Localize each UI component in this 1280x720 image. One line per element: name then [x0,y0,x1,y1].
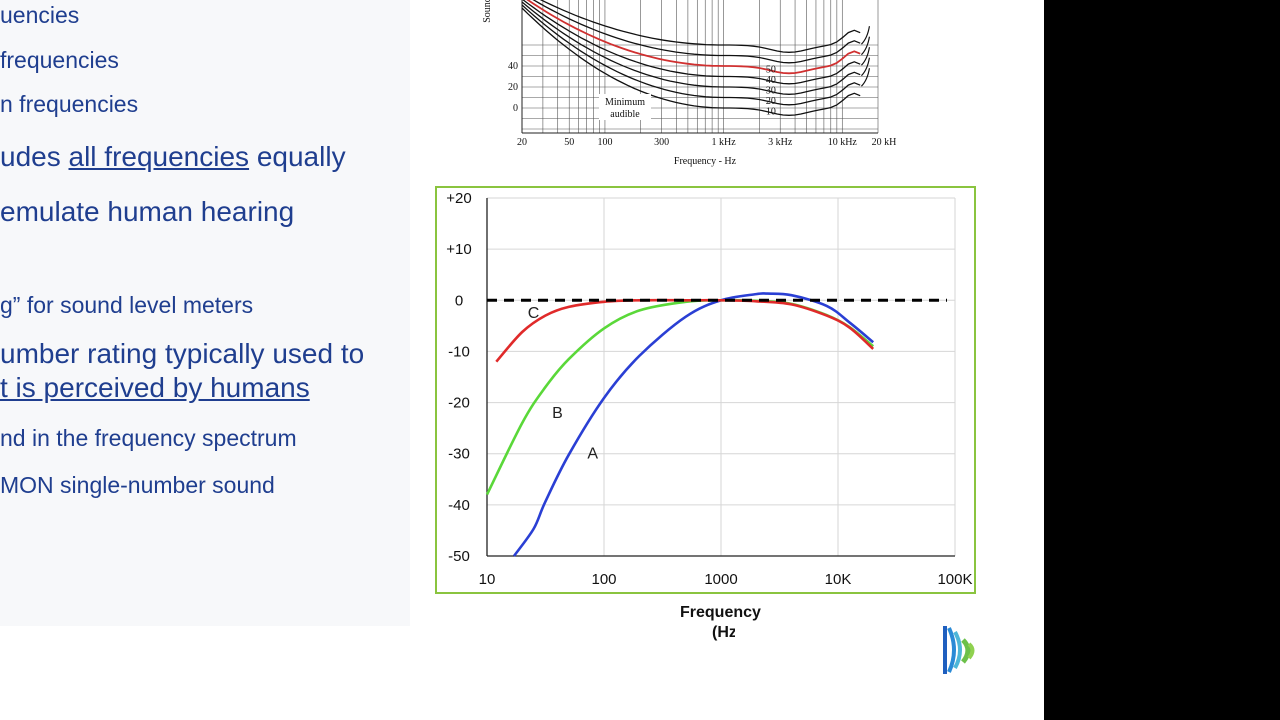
contour-phon-label: 30 [766,86,776,97]
bullet-line-6: g” for sound level meters [0,292,254,318]
contour-y-title: Sound [482,0,493,23]
x-axis-title-occluder [735,622,775,644]
contour-tail [860,26,871,45]
contour-curve-0 [521,7,861,116]
contour-annotation-bg [599,94,651,120]
y-tick-label: -50 [448,548,470,565]
x-tick-label: 100 [591,571,616,588]
bullet-line-5: emulate human hearing [0,196,295,227]
series-line-c [495,298,875,363]
contour-annotation-line-2: audible [610,109,640,120]
contour-curve-10 [521,4,861,106]
bullet-line-10: MON single-number sound [0,472,275,498]
contour-x-tick: 20 kH [872,137,897,148]
contour-phon-label: 40 [766,75,776,86]
equal-loudness-contour-chart: 50 40 30 20 10 0 20 40 Sound 20 50 100 300 1 kHz 3 kHz… [470,0,910,175]
bullet-line-9: nd in the frequency spectrum [0,425,297,451]
all-frequencies-link[interactable]: all frequencies [68,141,250,172]
contour-x-tick: 3 kHz [768,137,793,148]
bullet-line-4-post: equally [249,141,346,172]
contour-tail [860,57,871,77]
bullet-line-7: umber rating typically used to [0,338,365,369]
slide: uencies frequencies n frequencies udes a… [0,0,977,676]
contour-y-tick: 20 [508,82,518,93]
letterbox-bar [1044,0,1280,720]
y-tick-label: -40 [448,497,470,514]
contour-tail [860,68,871,87]
x-tick-label: 10 [479,571,496,588]
y-tick-label: +10 [446,241,471,258]
bullet-line-1: uencies [0,2,80,28]
weighting-chart-frame: +20+100-10-20-30-40-5010100100010K100KRe… [435,186,976,594]
text-panel: uencies frequencies n frequencies udes a… [0,0,410,626]
contour-x-tick: 20 [517,137,527,148]
x-axis-title-line-1: Frequency [680,604,761,621]
contour-x-tick: 10 kHz [828,137,858,148]
contour-phon-label: 50 [766,65,776,76]
contour-x-title: Frequency - Hz [674,156,737,167]
contour-y-tick: 0 [513,103,518,114]
contour-tail [860,47,871,66]
contour-phon-label: 20 [766,96,776,107]
bullet-line-3: n frequencies [0,91,139,117]
contour-curve-30 [522,0,861,85]
contour-curve-60 [539,0,861,53]
x-tick-label: 100K [937,571,972,588]
y-tick-label: -30 [448,446,470,463]
contour-curve-20 [521,1,861,95]
contour-phon-label: 10 [766,107,776,118]
contour-x-tick: 1 kHz [712,137,737,148]
y-tick-label: -10 [448,343,470,360]
curve-label-a: A [587,446,598,463]
curve-label-b: B [552,405,563,422]
contour-curve-50 [532,0,861,64]
x-tick-label: 10K [825,571,852,588]
y-tick-label: +20 [446,190,471,207]
contour-x-tick: 100 [597,137,612,148]
weighting-chart: +20+100-10-20-30-40-5010100100010K100KRe… [446,190,972,588]
bullet-line-8-link[interactable]: t is perceived by humans [0,372,310,403]
series-line-a [512,292,875,557]
contour-curve-40 [526,0,861,75]
x-axis-title: Frequency (Hz [680,603,761,643]
contour-x-tick: 300 [654,137,669,148]
contour-x-tick: 50 [564,137,574,148]
brand-logo-icon [943,624,977,676]
contour-y-tick: 40 [508,61,518,72]
x-tick-label: 1000 [704,571,737,588]
bullet-line-4: udes all frequencies equally [0,141,346,173]
y-tick-label: 0 [455,292,463,309]
curve-label-c: C [528,305,540,322]
contour-annotation-line-1: Minimum [605,97,645,108]
contour-tail [860,36,871,56]
x-axis-title-line-2: (Hz [712,624,737,641]
bullet-line-4-pre: udes [0,141,69,172]
y-tick-label: -20 [448,395,470,412]
series-line-b [485,298,875,496]
bullet-line-2: frequencies [0,47,119,73]
